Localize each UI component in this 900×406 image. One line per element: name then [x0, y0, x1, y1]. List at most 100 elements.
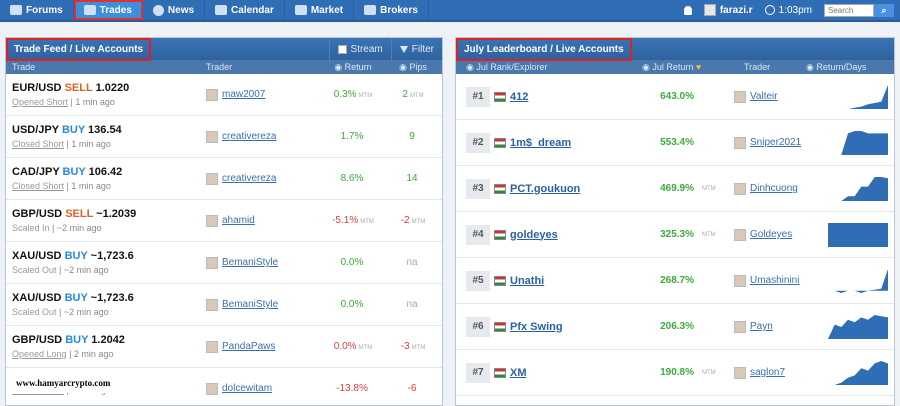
- status-link[interactable]: Opened Short: [12, 97, 69, 107]
- trader-link[interactable]: BemaniStyle: [222, 257, 279, 268]
- trader-link[interactable]: creativereza: [222, 173, 277, 184]
- avatar: [206, 340, 218, 353]
- column-return-days[interactable]: ◉ Return/Days: [806, 61, 867, 72]
- table-row[interactable]: EUR/USD SELL 1.0220 Opened Short | 1 min …: [6, 74, 442, 116]
- explorer-link[interactable]: goldeyes: [510, 228, 558, 241]
- nav-news[interactable]: News: [143, 0, 206, 20]
- nav-label: Trades: [99, 4, 132, 16]
- trader-link[interactable]: Valteir: [750, 91, 778, 102]
- status-link[interactable]: Closed Short: [12, 139, 65, 149]
- table-row[interactable]: CAD/JPY BUY 106.42 Closed Short | 1 min a…: [6, 158, 442, 200]
- trade-pair-line: GBP/USD BUY 1.2042: [12, 334, 206, 346]
- trade-status: Scaled Out | ~2 min ago: [12, 265, 109, 275]
- trade-price: ~1,723.6: [90, 250, 134, 262]
- column-rank-explorer[interactable]: ◉ Jul Rank/Explorer: [466, 61, 548, 72]
- filter-button[interactable]: Filter: [390, 38, 442, 60]
- trader-link[interactable]: ahamid: [222, 215, 255, 226]
- return-sparkline: [828, 176, 888, 201]
- trader-link[interactable]: Payn: [750, 321, 773, 332]
- user-menu[interactable]: farazi.r: [703, 4, 753, 16]
- sparkline-area: [828, 360, 888, 385]
- column-trader[interactable]: Trader: [744, 62, 771, 72]
- leaderboard-row[interactable]: #3 PCT.goukuon 469.9% MTM Dinhcuong: [456, 166, 894, 212]
- trader-link[interactable]: Umashinini: [750, 275, 800, 286]
- column-return[interactable]: ◉ Return: [334, 61, 372, 72]
- trader-link[interactable]: Dinhcuong: [750, 183, 798, 194]
- trader-cell: ahamid: [206, 214, 318, 227]
- rank-badge: #7: [466, 362, 490, 383]
- explorer-link[interactable]: XM: [510, 366, 527, 379]
- trader-link[interactable]: BemaniStyle: [222, 299, 279, 310]
- explorer-link[interactable]: 412: [510, 90, 529, 103]
- nav-calendar[interactable]: Calendar: [205, 0, 285, 20]
- table-row[interactable]: XAU/USD BUY ~1,723.6 Scaled Out | ~2 min …: [6, 242, 442, 284]
- explorer-link[interactable]: 1m$_dream: [510, 136, 572, 149]
- trade-cell: EUR/USD SELL 1.0220 Opened Short | 1 min …: [6, 82, 206, 107]
- trader-cell: Goldeyes: [734, 228, 824, 241]
- trader-cell: PandaPaws: [206, 340, 318, 353]
- return-cell: 0.0%: [318, 299, 388, 310]
- leaderboard-row[interactable]: #5 Unathi 268.7% Umashinini: [456, 258, 894, 304]
- pair: GBP/USD: [12, 334, 63, 346]
- trade-side: SELL: [65, 208, 94, 220]
- mtm-label: MTM: [358, 93, 373, 99]
- stream-toggle[interactable]: Stream: [328, 38, 391, 60]
- trader-link[interactable]: Sniper2021: [750, 137, 802, 148]
- trader-link[interactable]: PandaPaws: [222, 341, 276, 352]
- leaderboard-panel: July Leaderboard / Live Accounts ◉ Jul R…: [455, 37, 895, 406]
- column-pips[interactable]: ◉ Pips: [399, 61, 427, 72]
- table-row[interactable]: XAU/USD BUY ~1,723.6 Scaled Out | ~2 min …: [6, 284, 442, 326]
- table-row[interactable]: GBP/USD BUY 1.2042 Opened Long | 2 min ag…: [6, 326, 442, 368]
- nav-forums[interactable]: Forums: [0, 0, 74, 20]
- avatar: [734, 274, 746, 287]
- jul-return-value: 190.8%: [660, 367, 694, 378]
- trade-feed-title: Trade Feed / Live Accounts: [6, 37, 152, 61]
- return-value: -13.8%: [336, 383, 368, 394]
- return-cell: 1.7%: [318, 131, 388, 142]
- return-sparkline: [828, 222, 888, 247]
- explorer-link[interactable]: Pfx Swing: [510, 320, 563, 333]
- avatar: [734, 90, 746, 103]
- nav-brokers[interactable]: Brokers: [354, 0, 429, 20]
- status-link[interactable]: Closed Short: [12, 181, 65, 191]
- trader-link[interactable]: saglon7: [750, 367, 786, 378]
- status-link[interactable]: Opened Long: [12, 349, 67, 359]
- return-sparkline: [828, 84, 888, 109]
- table-row[interactable]: USD/JPY BUY 136.54 Closed Short | 1 min a…: [6, 116, 442, 158]
- leaderboard-row[interactable]: #2 1m$_dream 553.4% Sniper2021: [456, 120, 894, 166]
- explorer-link[interactable]: Unathi: [510, 274, 545, 287]
- column-trade[interactable]: Trade: [12, 62, 36, 72]
- return-cell: 0.3% MTM: [318, 89, 388, 100]
- trader-link[interactable]: maw2007: [222, 89, 266, 100]
- explorer-link[interactable]: PCT.goukuon: [510, 182, 581, 195]
- trader-link[interactable]: creativereza: [222, 131, 277, 142]
- pips-value: -3: [400, 341, 410, 352]
- return-sparkline: [828, 130, 888, 155]
- column-trader[interactable]: Trader: [206, 62, 233, 72]
- trader-link[interactable]: dolcewitam: [222, 383, 273, 394]
- return-cell: 0.0%: [318, 257, 388, 268]
- pips-cell: -3 MTM: [388, 341, 438, 352]
- leaderboard-row[interactable]: #7 XM 190.8% MTM saglon7: [456, 350, 894, 396]
- leaderboard-row[interactable]: #6 Pfx Swing 206.3% Payn: [456, 304, 894, 350]
- bell-icon[interactable]: [683, 5, 692, 15]
- trade-cell: XAU/USD BUY ~1,723.6 Scaled Out | ~2 min …: [6, 250, 206, 275]
- trade-feed-column-header: Trade Trader ◉ Return ◉ Pips: [6, 60, 442, 74]
- mtm-label: MTM: [411, 219, 426, 225]
- table-row[interactable]: GBP/USD SELL ~1.2039 Scaled In | ~2 min a…: [6, 200, 442, 242]
- nav-trades[interactable]: Trades: [73, 0, 143, 20]
- search-icon[interactable]: ⌕: [874, 3, 894, 17]
- trade-price: 1.2042: [91, 334, 125, 346]
- trader-link[interactable]: Goldeyes: [750, 229, 793, 240]
- search-input[interactable]: [824, 3, 874, 17]
- column-jul-return[interactable]: ◉ Jul Return ♥: [642, 61, 702, 72]
- avatar: [206, 88, 218, 101]
- leaderboard-row[interactable]: #4 goldeyes 325.3% MTM Goldeyes: [456, 212, 894, 258]
- nav-label: Market: [310, 4, 344, 16]
- pair: XAU/USD: [12, 292, 62, 304]
- avatar: [206, 256, 218, 269]
- nav-market[interactable]: Market: [285, 0, 355, 20]
- leaderboard-row[interactable]: #1 412 643.0% Valteir: [456, 74, 894, 120]
- trade-feed-list: EUR/USD SELL 1.0220 Opened Short | 1 min …: [6, 74, 442, 406]
- stream-checkbox[interactable]: [337, 44, 347, 54]
